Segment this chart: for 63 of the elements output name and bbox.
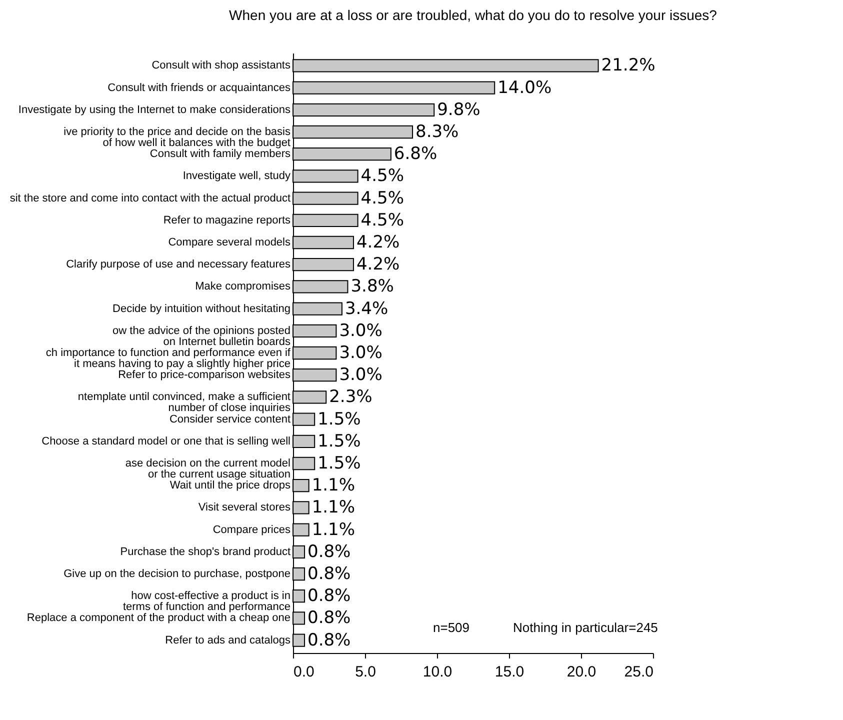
data-label: 0.8% [308,630,351,650]
y-tick-label: Choose a standard model or one that is selling well [42,435,290,448]
y-tick-label: Refer to ads and catalogs [165,634,291,646]
x-tick-label: 15.0 [494,664,524,680]
data-label: 3.0% [339,365,382,386]
y-tick-label: Replace a component of the product with a cheap one [26,612,290,624]
y-tick-label: ow the advice of the opinions posted on Internet bulletin boards [112,324,291,348]
y-tick-label: ase decision on the current model or the current usage situation [125,457,290,480]
data-label: 0.8% [308,608,351,628]
data-label: 4.5% [360,210,404,230]
y-tick-label: Investigate well, study [182,170,291,182]
y-tick-label: Refer to price-comparison websites [118,369,291,382]
data-label: 2.3% [329,387,372,408]
y-tick-label: Consult with friends or acquaintances [108,82,291,94]
data-label: 4.2% [356,254,400,275]
data-label: 1.5% [318,409,361,430]
data-label: 1.5% [318,431,361,452]
data-label: 3.8% [350,276,394,297]
y-tick-label: Clarify purpose of use and necessary features [66,258,291,271]
y-tick-label: Consult with shop assistants [152,60,291,72]
y-tick-label: sit the store and come into contact with the actual product [10,192,290,204]
y-tick-label: Consult with family members [150,148,291,160]
y-tick-label: Decide by intuition without hesitating [112,302,290,315]
data-label: 9.8% [437,100,480,120]
x-tick-label: 0.0 [294,664,314,680]
annotation: n=509 [433,620,470,635]
y-tick-label: Visit several stores [198,502,291,514]
data-label: 3.0% [339,343,382,363]
data-label: 0.8% [308,564,351,584]
x-tick-label: 20.0 [566,664,596,680]
y-tick-label: ntemplate until convinced, make a sufficient number of close inquiries [78,391,291,414]
data-label: 0.8% [308,586,351,606]
data-label: 3.0% [339,320,382,341]
y-tick-label: Investigate by using the Internet to make considerations [18,104,291,116]
y-tick-label: Wait until the price drops [170,480,291,492]
y-tick-label: Make compromises [195,280,291,293]
data-label: 8.3% [416,122,459,142]
data-label: 4.2% [356,232,400,253]
y-tick-label: Compare several models [168,236,291,249]
y-tick-label: ch importance to function and performance even if it means having to pay a slightly higher price [46,347,292,370]
data-label: 1.1% [312,476,356,496]
x-tick-label: 25.0 [624,664,654,680]
y-tick-label: Purchase the shop's brand product [120,546,290,558]
x-tick-label: 5.0 [355,664,376,680]
data-label: 6.8% [394,144,438,164]
y-tick-label: Consider service content [169,413,290,426]
data-label: 14.0% [498,78,552,98]
data-label: 1.1% [312,498,356,518]
y-tick-label: Give up on the decision to purchase, postpone [64,568,290,580]
data-label: 1.1% [312,520,356,540]
y-tick-label: Refer to magazine reports [163,214,291,226]
data-label: 4.5% [360,166,404,186]
data-label: 21.2% [601,56,656,76]
data-label: 1.5% [318,453,361,474]
data-label: 0.8% [308,542,351,562]
annotation: Nothing in particular=245 [513,620,658,635]
y-tick-label: Compare prices [212,524,291,536]
y-tick-label: how cost-effective a product is in terms of function and performance [122,590,290,614]
chart-title: When you are at a loss or are troubled, what do you do to resolve your issues? [229,7,718,23]
data-label: 4.5% [360,188,404,208]
y-tick-label: ive priority to the price and decide on the basis of how well it balances with the budget [64,126,291,150]
x-tick-label: 10.0 [422,664,452,680]
data-label: 3.4% [344,298,388,319]
